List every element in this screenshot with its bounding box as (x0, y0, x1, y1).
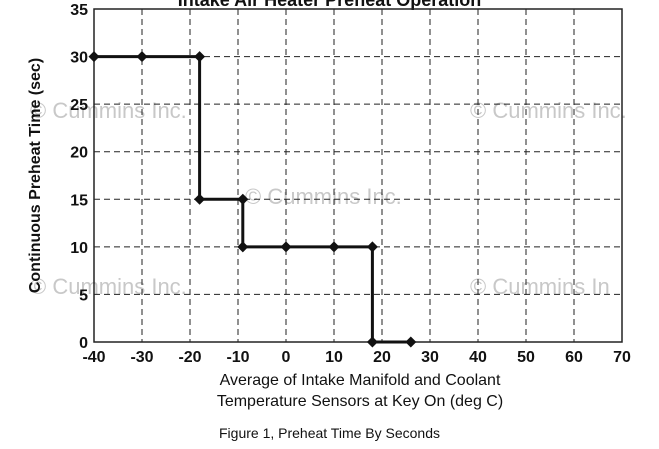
x-tick-label: 10 (325, 349, 343, 366)
x-tick-label: 50 (517, 349, 535, 366)
x-tick-label: 60 (565, 349, 583, 366)
y-tick-label: 5 (79, 287, 88, 304)
x-axis-label-line1: Average of Intake Manifold and Coolant (219, 372, 501, 389)
chart-title: Intake Air Heater Preheat Operation (177, 0, 482, 10)
y-axis-label: Continuous Preheat Time (sec) (27, 58, 44, 293)
y-tick-label: 35 (70, 2, 88, 19)
y-tick-label: 0 (79, 335, 88, 352)
data-point-marker (405, 336, 417, 348)
watermark-text: © Cummins Inc. (30, 98, 187, 123)
y-tick-label: 25 (70, 97, 88, 114)
data-point-marker (366, 336, 378, 348)
watermark-text: © Cummins Inc. (245, 184, 402, 209)
data-point-marker (237, 241, 249, 253)
x-tick-label: -40 (82, 349, 105, 366)
data-point-marker (237, 193, 249, 205)
x-tick-label: 40 (469, 349, 487, 366)
figure-caption: Figure 1, Preheat Time By Seconds (219, 425, 440, 441)
data-point-marker (194, 193, 206, 205)
data-point-marker (194, 51, 206, 63)
data-point-marker (366, 241, 378, 253)
data-point-marker (88, 51, 100, 63)
y-tick-label: 20 (70, 145, 88, 162)
data-point-marker (328, 241, 340, 253)
data-point-marker (136, 51, 148, 63)
plot-area (93, 8, 623, 343)
x-tick-label: 0 (282, 349, 291, 366)
watermark-text: © Cummins Inc. (30, 274, 187, 299)
y-tick-label: 30 (70, 50, 88, 67)
y-tick-label: 10 (70, 240, 88, 257)
x-axis-label-line2: Temperature Sensors at Key On (deg C) (216, 393, 504, 410)
x-tick-label: 20 (373, 349, 391, 366)
x-tick-label: -10 (226, 349, 249, 366)
x-tick-label: 70 (613, 349, 631, 366)
data-point-marker (280, 241, 292, 253)
x-tick-label: -30 (130, 349, 153, 366)
x-tick-label: -20 (178, 349, 201, 366)
y-tick-label: 15 (70, 192, 88, 209)
watermark-text: © Cummins In (470, 274, 610, 299)
watermark-text: © Cummins Inc. (470, 98, 627, 123)
x-tick-label: 30 (421, 349, 439, 366)
